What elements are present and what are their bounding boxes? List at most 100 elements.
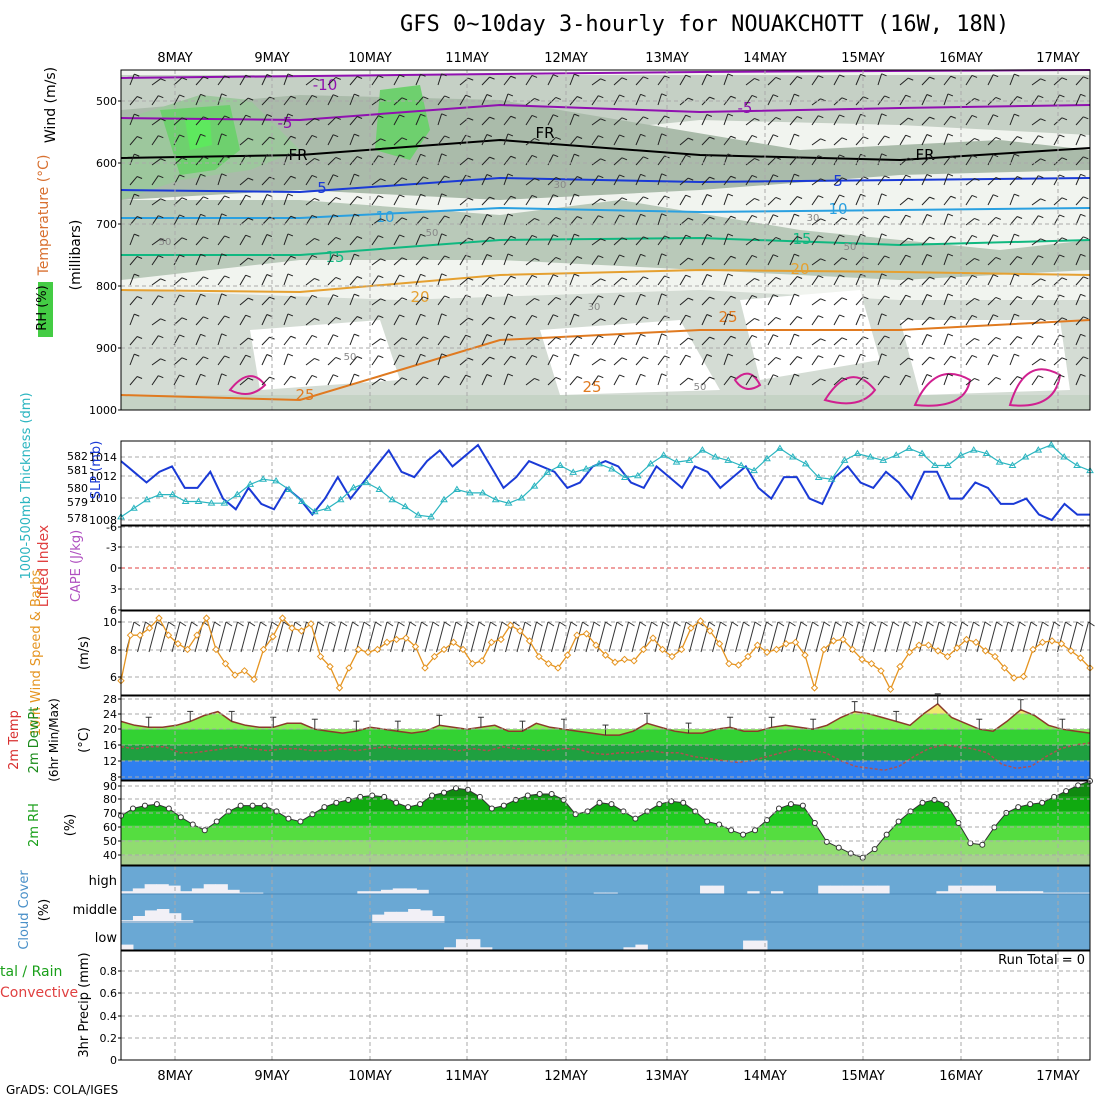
- wind-barb: [767, 157, 777, 166]
- wind-barb: [1040, 358, 1046, 362]
- wind-barb: [635, 374, 642, 386]
- wind-barb: [907, 621, 917, 653]
- thickness-point: [995, 458, 1004, 465]
- wind-barb: [777, 621, 785, 627]
- wind-barb: [1031, 318, 1041, 326]
- wind-barb: [574, 273, 580, 277]
- wind-barb: [378, 355, 384, 359]
- wind-barb: [745, 318, 755, 326]
- wind-barb: [415, 274, 422, 286]
- wind-barb: [305, 278, 315, 286]
- wind-barb: [751, 254, 758, 258]
- rh-point: [632, 815, 639, 822]
- wind-barb: [481, 196, 490, 206]
- wind-barb: [441, 193, 447, 197]
- wind-barb: [555, 296, 561, 300]
- tick-label: 40: [103, 849, 117, 862]
- wind-barb: [1080, 133, 1086, 137]
- wind-barb: [393, 274, 400, 286]
- rh-point: [1063, 788, 1070, 795]
- cloud-bar: [156, 909, 170, 923]
- date-label-bottom: 8MAY: [157, 1069, 192, 1084]
- wind-speed-point: [753, 641, 762, 649]
- wind-barb: [1031, 118, 1041, 126]
- wind-barb: [248, 297, 254, 301]
- wind-barb: [884, 375, 890, 379]
- thickness-point: [1060, 453, 1069, 460]
- thickness-point: [750, 466, 758, 474]
- wind-barb: [229, 621, 238, 653]
- wind-barb: [354, 213, 360, 217]
- wind-barb: [151, 118, 161, 126]
- rh-point: [213, 818, 220, 825]
- wind-barb: [908, 237, 914, 241]
- wind-barb: [643, 116, 649, 120]
- wind-barb: [811, 338, 821, 346]
- wind-barb: [444, 295, 450, 299]
- wind-barb: [597, 621, 606, 653]
- wind-barb: [796, 116, 803, 119]
- wind-speed-point: [278, 614, 287, 622]
- wind-barb: [349, 276, 358, 286]
- wind-barb: [1059, 214, 1065, 218]
- cloud-bar: [865, 885, 878, 894]
- thickness-point: [181, 497, 190, 504]
- wind-barb: [971, 234, 978, 238]
- wind-barb: [290, 255, 297, 259]
- wind-barb: [679, 137, 689, 146]
- wind-barb: [723, 135, 732, 146]
- tick-label: 80: [103, 793, 117, 806]
- date-label-top: 17MAY: [1036, 51, 1080, 66]
- wind-barb: [275, 621, 284, 653]
- wind-barb: [327, 77, 337, 86]
- wind-barb: [569, 73, 575, 86]
- wind-barb: [168, 621, 175, 627]
- wind-barb: [200, 293, 206, 297]
- wind-barb: [311, 134, 318, 138]
- wind-barb: [217, 275, 225, 286]
- wind-barb: [833, 154, 840, 166]
- wind-barb: [1083, 236, 1089, 240]
- thickness-series: [120, 444, 1091, 518]
- wind-barb: [437, 113, 443, 126]
- wind-barb: [811, 138, 821, 146]
- cloud-bar: [416, 889, 429, 894]
- thickness-point: [737, 461, 746, 469]
- wind-barb: [327, 374, 334, 386]
- wind-barb: [706, 354, 713, 357]
- wind-barb: [503, 213, 509, 226]
- wind-barb: [767, 77, 777, 86]
- wind-barb: [1083, 76, 1089, 80]
- wind-barb: [420, 153, 426, 157]
- wind-barb: [1080, 173, 1086, 177]
- wind-barb: [855, 234, 862, 246]
- wind-speed-point: [459, 645, 467, 654]
- wind-barb: [510, 155, 517, 159]
- wind-barb: [1053, 254, 1060, 266]
- label-temp-unit: (°C): [77, 727, 92, 753]
- wind-barb: [661, 93, 667, 97]
- wind-barb: [305, 255, 313, 266]
- wind-barb: [1009, 336, 1018, 346]
- cloud-bar: [239, 892, 252, 894]
- tick-label: 1000: [89, 404, 117, 417]
- tick-label: 6: [110, 671, 117, 684]
- wind-barb: [181, 357, 188, 361]
- wind-barb: [510, 235, 517, 239]
- wind-barb: [173, 237, 183, 246]
- wind-barb: [657, 275, 665, 286]
- wind-barb: [915, 621, 923, 627]
- wind-speed-point: [221, 659, 230, 668]
- wind-barb: [136, 216, 143, 219]
- wind-barb: [613, 157, 623, 166]
- wind-barb: [709, 96, 715, 100]
- wind-barb: [245, 314, 251, 318]
- wind-barb: [839, 274, 845, 278]
- wind-barb: [701, 234, 708, 246]
- wind-barb: [727, 113, 734, 117]
- wind-barb: [921, 334, 928, 346]
- wind-barb: [423, 216, 429, 220]
- wind-barb: [775, 156, 781, 160]
- wind-speed-point: [991, 652, 999, 661]
